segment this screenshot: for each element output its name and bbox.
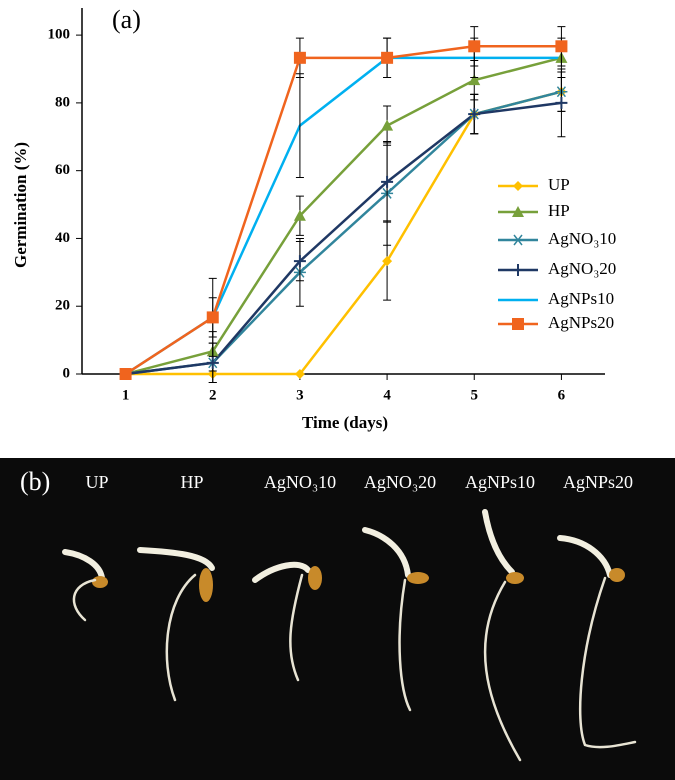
- photo-panel: (b) UP HP AgNO₃10 AgNO₃20 AgNPs10 AgNPs20: [0, 458, 675, 780]
- marker: [468, 74, 481, 86]
- legend-marker: [513, 181, 523, 191]
- x-tick-label: 3: [296, 387, 304, 403]
- photo-label: UP: [85, 472, 108, 492]
- marker: [119, 368, 132, 380]
- y-tick-label: 20: [55, 298, 70, 314]
- legend-marker: [512, 264, 524, 276]
- marker: [555, 40, 568, 53]
- x-tick-label: 2: [209, 387, 217, 403]
- y-tick-label: 60: [55, 162, 70, 178]
- x-tick-label: 4: [383, 387, 391, 403]
- marker: [294, 369, 305, 379]
- y-tick-label: 80: [55, 94, 70, 110]
- marker: [206, 356, 219, 369]
- series-line: [124, 56, 562, 376]
- series-line: [124, 45, 562, 376]
- legend-marker: [512, 234, 524, 246]
- marker: [468, 108, 481, 121]
- x-axis-label: Time (days): [302, 413, 388, 432]
- marker: [381, 119, 394, 131]
- legend-marker: [512, 318, 524, 330]
- marker: [293, 209, 306, 221]
- error-bar: [295, 73, 304, 178]
- legend-label: AgNPs20: [548, 313, 614, 332]
- marker: [381, 175, 394, 188]
- photo-label: HP: [180, 472, 203, 492]
- photo-label: AgNO₃20: [364, 472, 436, 492]
- legend-label: UP: [548, 175, 570, 194]
- legend-marker: [512, 206, 524, 217]
- panel-label: (a): [112, 5, 141, 34]
- legend-label: AgNO₃20: [548, 259, 616, 278]
- series-line: [125, 101, 562, 376]
- y-axis-label: Germination (%): [11, 142, 30, 268]
- marker: [293, 255, 306, 268]
- marker: [555, 96, 568, 109]
- photo-label: AgNPs20: [563, 472, 633, 492]
- x-tick-label: 1: [122, 387, 130, 403]
- marker: [382, 256, 393, 267]
- photo-label: AgNPs10: [465, 472, 535, 492]
- legend-label: AgNO₃10: [548, 229, 616, 248]
- series-line: [125, 56, 562, 376]
- y-tick-label: 40: [55, 230, 70, 246]
- marker: [468, 40, 481, 53]
- panel-label: (b): [20, 467, 50, 496]
- marker: [381, 51, 394, 64]
- x-tick-label: 5: [471, 387, 479, 403]
- seedlings: [62, 509, 637, 762]
- marker: [206, 311, 219, 324]
- marker: [293, 51, 306, 64]
- photo-label: AgNO₃10: [264, 472, 336, 492]
- legend-label: AgNPs10: [548, 289, 614, 308]
- photo-background: [0, 458, 675, 780]
- x-tick-label: 6: [558, 387, 566, 403]
- legend-label: HP: [548, 201, 570, 220]
- y-tick-label: 100: [48, 27, 71, 43]
- y-tick-label: 0: [63, 365, 71, 381]
